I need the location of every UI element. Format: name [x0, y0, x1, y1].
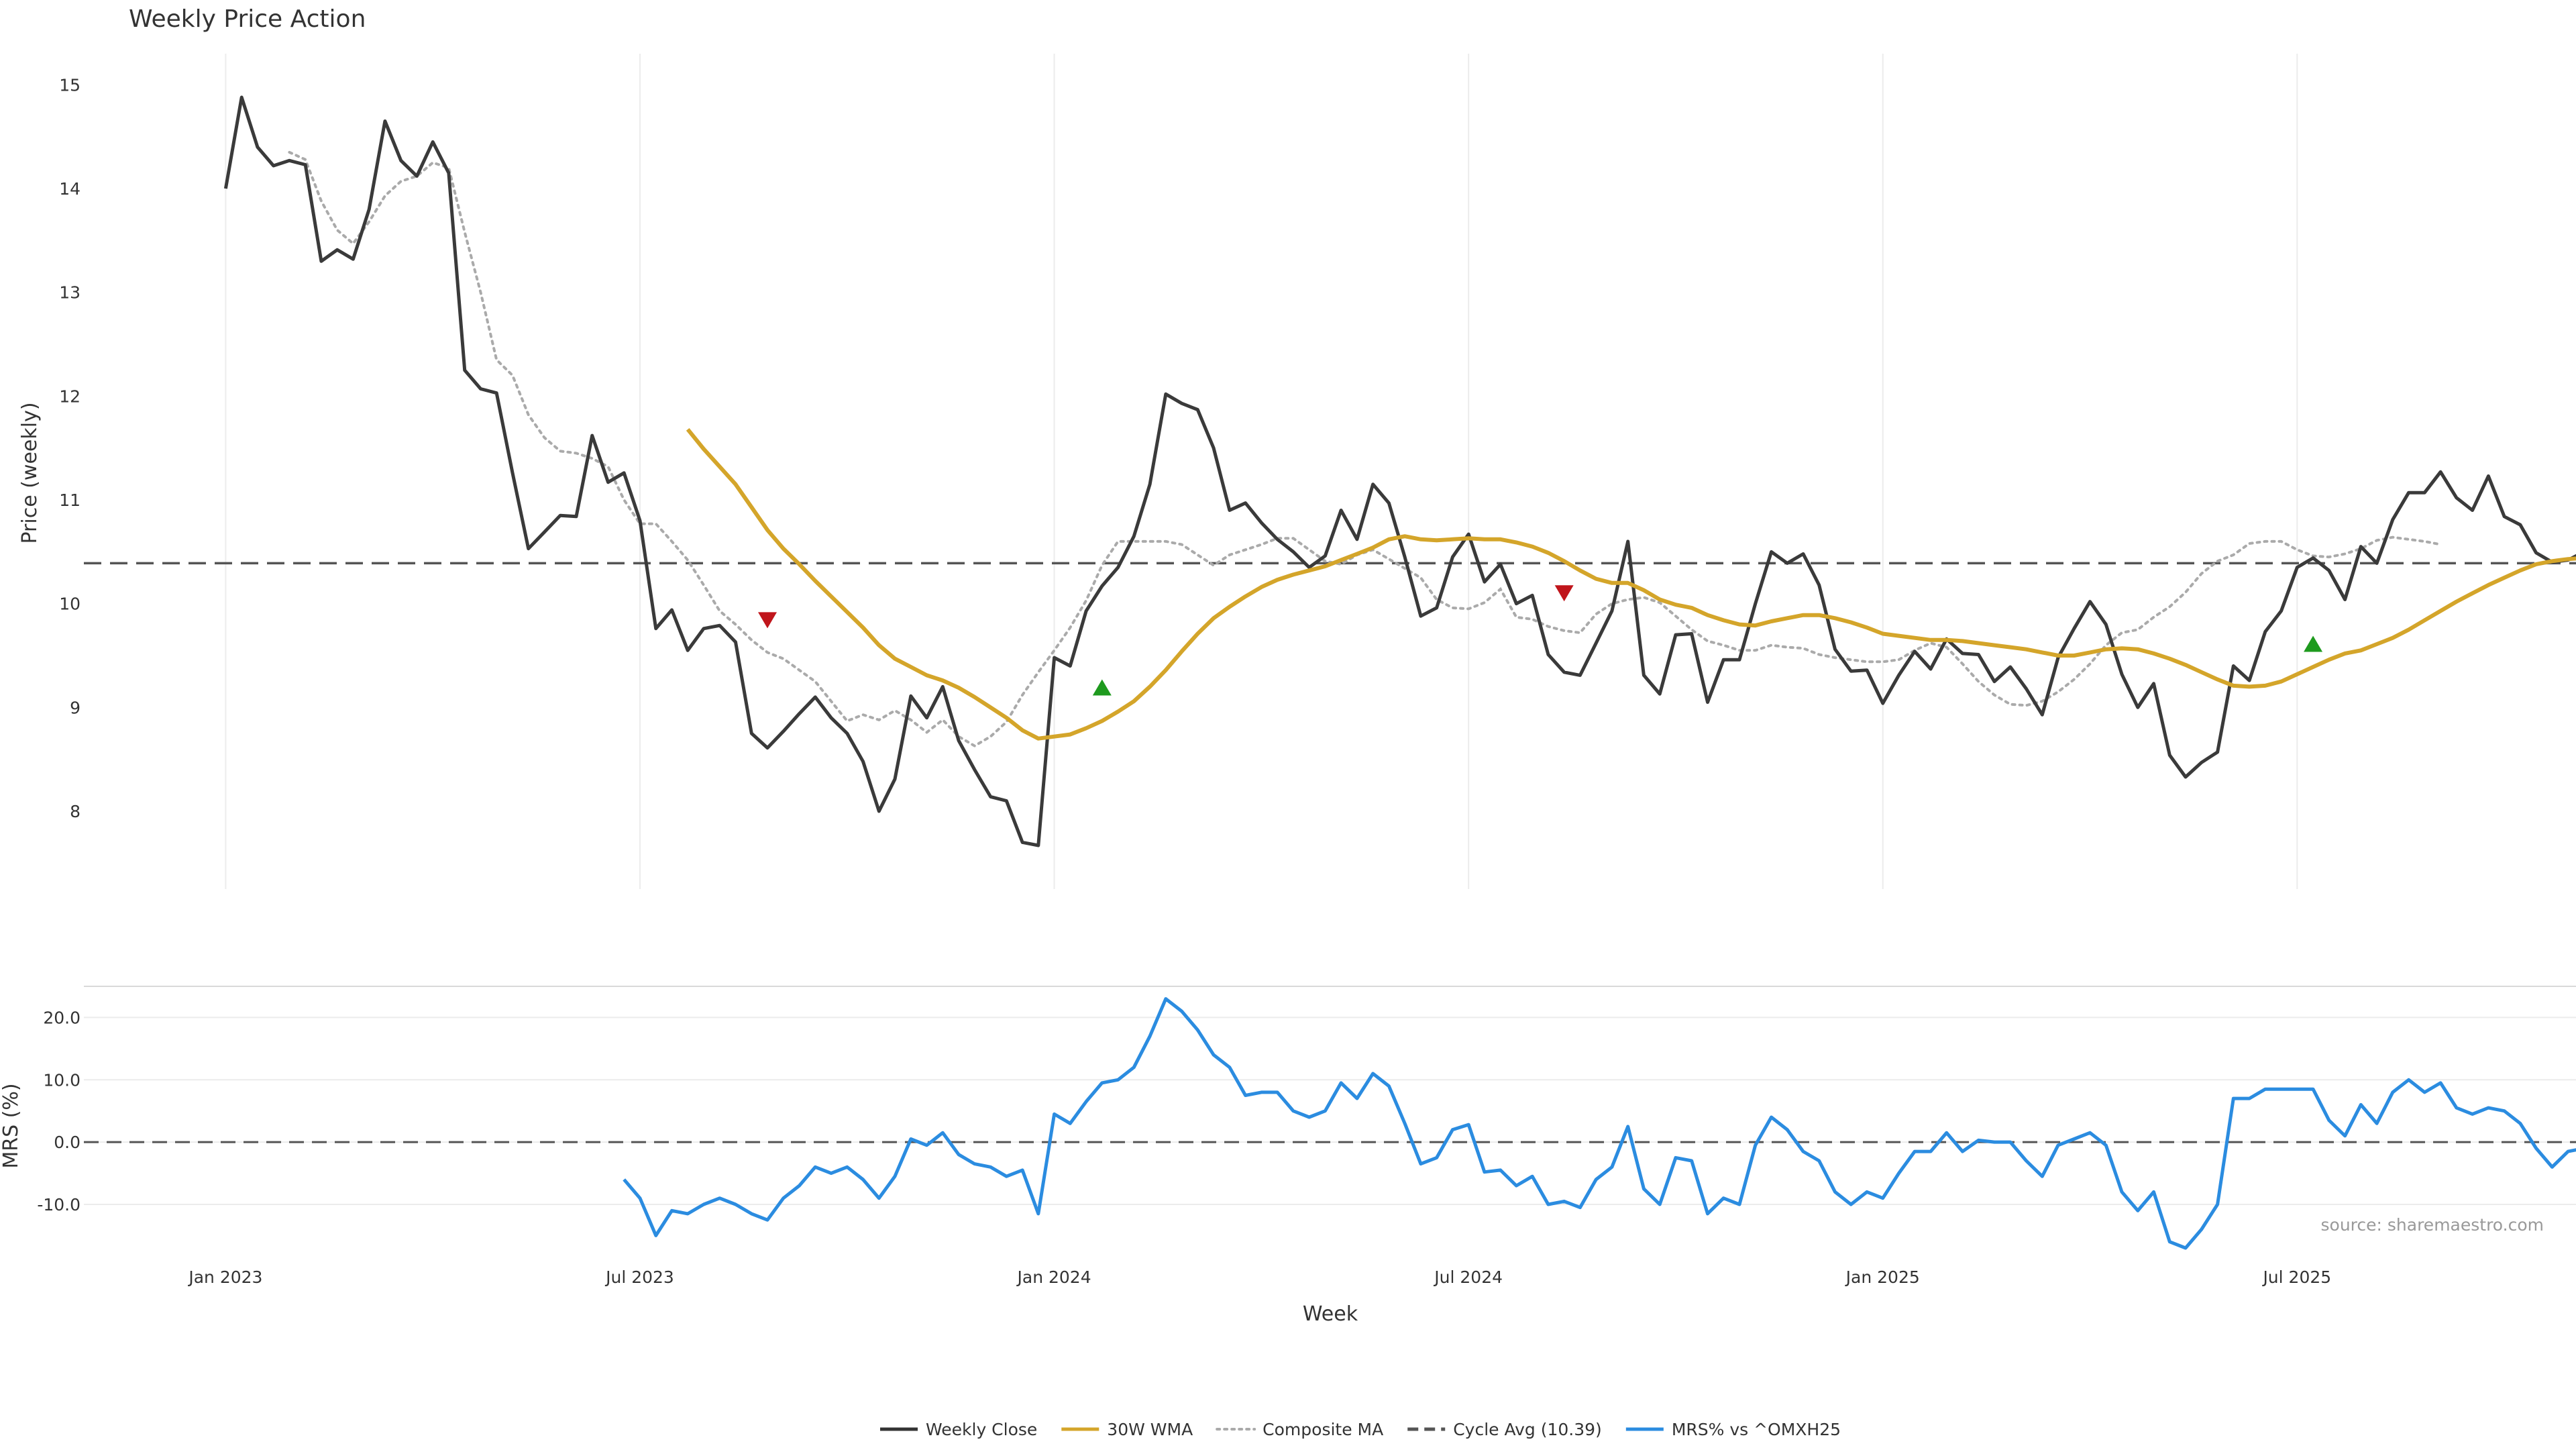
- legend: Weekly Close 30W WMA Composite MA Cycle Avg…: [880, 1420, 1841, 1439]
- price-panel: 8 9 10 11 12 13 14 15: [59, 54, 2576, 889]
- x-tick-label: Jan 2023: [187, 1267, 262, 1287]
- sell-signal-marker: [1554, 585, 1574, 602]
- price-y-tick-label: 13: [59, 283, 80, 303]
- mrs-y-tick-label: 10.0: [43, 1070, 80, 1090]
- legend-label: Cycle Avg (10.39): [1453, 1420, 1602, 1439]
- chart-title: Weekly Price Action: [129, 5, 366, 33]
- price-y-tick-label: 12: [59, 386, 80, 406]
- wma30-line: [686, 428, 2576, 741]
- source-attribution: source: sharemaestro.com: [2321, 1215, 2544, 1235]
- legend-label: Composite MA: [1263, 1420, 1383, 1439]
- sell-signal-marker: [758, 612, 777, 629]
- x-axis: Jan 2023 Jul 2023 Jan 2024 Jul 2024 Jan 2025…: [187, 1267, 2331, 1287]
- x-tick-label: Jan 2024: [1016, 1267, 1091, 1287]
- price-y-tick-label: 10: [59, 594, 80, 614]
- buy-signal-marker: [2304, 635, 2323, 652]
- weekly-close-line: [223, 95, 2576, 847]
- price-y-tick-label: 9: [70, 698, 80, 717]
- mrs-y-tick-label: -10.0: [37, 1195, 80, 1214]
- price-y-tick-label: 15: [59, 75, 80, 95]
- mrs-line: [623, 997, 2576, 1250]
- buy-signal-marker: [1092, 679, 1112, 696]
- x-axis-title: Week: [1303, 1302, 1358, 1326]
- price-y-tick-label: 14: [59, 179, 80, 199]
- legend-label: 30W WMA: [1107, 1420, 1193, 1439]
- price-y-tick-label: 11: [59, 490, 80, 510]
- x-tick-label: Jan 2025: [1845, 1267, 1920, 1287]
- mrs-y-tick-label: 0.0: [54, 1133, 80, 1152]
- x-tick-label: Jul 2024: [1433, 1267, 1503, 1287]
- legend-label: MRS% vs ^OMXH25: [1672, 1420, 1841, 1439]
- price-y-axis-title: Price (weekly): [18, 402, 42, 543]
- mrs-y-axis-title: MRS (%): [0, 1083, 23, 1168]
- price-y-tick-label: 8: [70, 802, 80, 821]
- x-tick-label: Jul 2025: [2261, 1267, 2331, 1287]
- mrs-panel: 20.0 10.0 0.0 -10.0: [37, 986, 2576, 1250]
- mrs-y-tick-label: 20.0: [43, 1008, 80, 1027]
- legend-label: Weekly Close: [926, 1420, 1037, 1439]
- x-tick-label: Jul 2023: [604, 1267, 674, 1287]
